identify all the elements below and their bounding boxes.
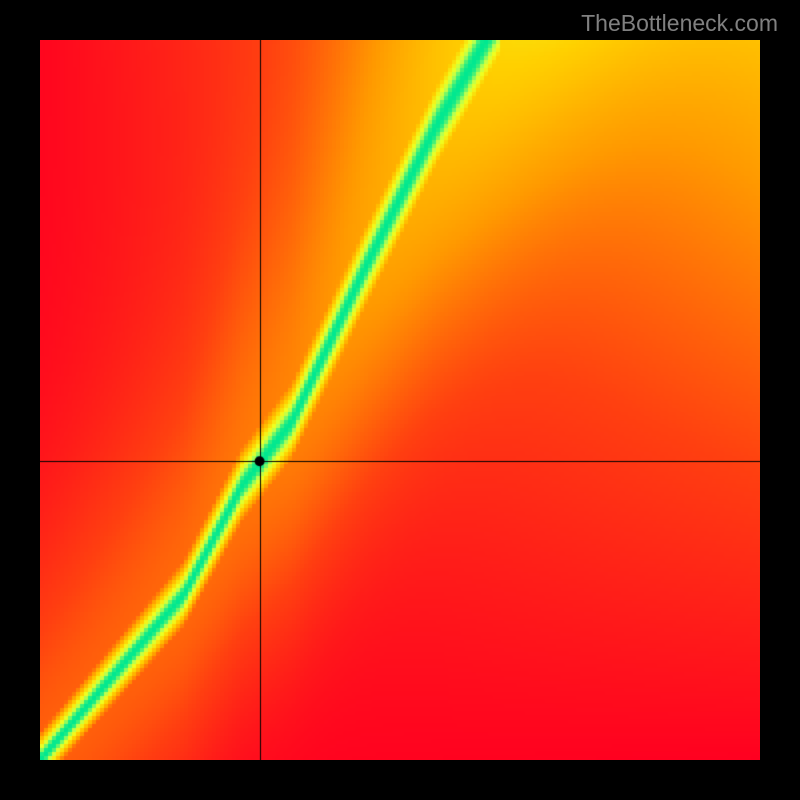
watermark-text: TheBottleneck.com [581, 10, 778, 37]
heatmap-canvas [40, 40, 760, 760]
heatmap-plot [40, 40, 760, 760]
